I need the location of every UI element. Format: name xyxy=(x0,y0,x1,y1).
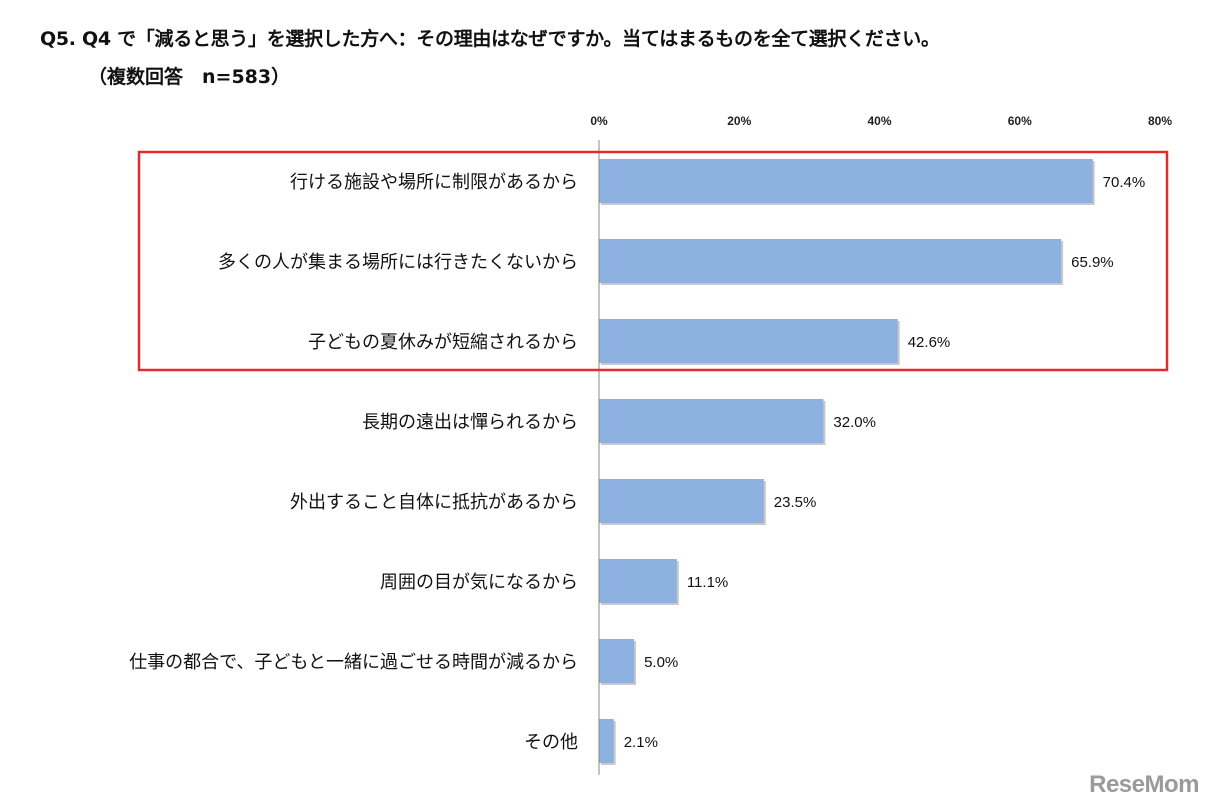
bar-value-label: 2.1% xyxy=(624,734,658,751)
bar xyxy=(599,319,898,363)
bar-series: 70.4% 行ける施設や場所に制限があるから 65.9% 多くの人が集まる場所には行き… xyxy=(129,159,1145,765)
x-tick-label: 40% xyxy=(867,114,891,128)
bar-value-label: 23.5% xyxy=(774,494,817,511)
category-label: 周囲の目が気になるから xyxy=(380,572,578,593)
category-label: 長期の遠出は憚られるから xyxy=(362,412,578,433)
category-label: 仕事の都合で、子どもと一緒に過ごせる時間が減るから xyxy=(129,652,578,673)
chart-title: Q5. Q4 で「減ると思う」を選択した方へ：その理由はなぜですか。当てはまるも… xyxy=(40,28,940,50)
x-tick-label: 60% xyxy=(1008,114,1032,128)
highlight-box xyxy=(137,150,1169,372)
category-label: 外出すること自体に抵抗があるから xyxy=(290,492,578,513)
x-tick-label: 0% xyxy=(590,114,608,128)
resemom-logo: ReseMom xyxy=(1089,771,1199,798)
bar-value-label: 42.6% xyxy=(908,334,951,351)
category-label: 子どもの夏休みが短縮されるから xyxy=(308,332,578,353)
x-axis-ticks: 0% 20% 40% 60% 80% xyxy=(590,114,1172,128)
bar-value-label: 70.4% xyxy=(1103,174,1146,191)
bar xyxy=(599,719,614,763)
bar xyxy=(599,239,1062,283)
bar xyxy=(599,159,1093,203)
chart-subtitle: （複数回答 n=583） xyxy=(88,66,291,88)
bar xyxy=(599,639,635,683)
bar-value-label: 32.0% xyxy=(833,414,876,431)
category-label: その他 xyxy=(524,732,578,753)
bar-value-label: 65.9% xyxy=(1071,254,1114,271)
bar-value-label: 11.1% xyxy=(687,574,728,591)
bar xyxy=(599,559,677,603)
bar xyxy=(599,399,824,443)
bar xyxy=(599,479,764,523)
category-label: 多くの人が集まる場所には行きたくないから xyxy=(218,252,578,273)
x-tick-label: 80% xyxy=(1148,114,1172,128)
x-tick-label: 20% xyxy=(727,114,751,128)
bar-value-label: 5.0% xyxy=(644,654,678,671)
category-label: 行ける施設や場所に制限があるから xyxy=(290,172,578,193)
